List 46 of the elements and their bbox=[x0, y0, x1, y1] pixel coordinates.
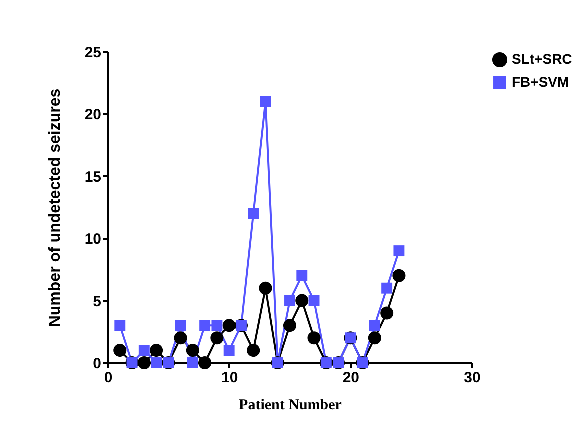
y-tick-label: 5 bbox=[93, 293, 102, 310]
y-tick-label: 10 bbox=[84, 231, 102, 248]
point bbox=[283, 319, 297, 332]
point bbox=[296, 270, 308, 282]
point bbox=[198, 356, 212, 370]
point bbox=[222, 319, 236, 332]
point bbox=[247, 344, 260, 358]
point bbox=[150, 344, 164, 358]
point bbox=[296, 294, 309, 308]
y-tick-label: 0 bbox=[93, 356, 102, 372]
point bbox=[114, 320, 126, 332]
legend-label: FB+SVM bbox=[512, 74, 570, 90]
point bbox=[260, 96, 272, 108]
point bbox=[392, 269, 406, 282]
point bbox=[151, 358, 162, 368]
point bbox=[394, 246, 405, 257]
y-tick-label: 25 bbox=[84, 44, 102, 62]
point bbox=[308, 332, 321, 345]
point bbox=[174, 332, 188, 345]
point bbox=[114, 344, 127, 358]
point bbox=[138, 345, 150, 356]
x-tick-label: 20 bbox=[342, 370, 360, 386]
point bbox=[186, 344, 200, 358]
y-tick-label: 20 bbox=[84, 106, 102, 124]
legend-label: SLt+SRC bbox=[512, 51, 572, 67]
point bbox=[210, 332, 224, 345]
x-tick-label: 10 bbox=[221, 370, 238, 386]
point bbox=[369, 320, 380, 332]
point bbox=[380, 306, 394, 320]
x-tick-label: 0 bbox=[104, 370, 113, 386]
y-tick-label: 15 bbox=[84, 168, 102, 186]
x-axis-title: Patient Number bbox=[239, 398, 342, 414]
y-axis-title: Number of undetected seizures bbox=[46, 88, 64, 328]
point bbox=[224, 345, 235, 356]
point bbox=[259, 282, 272, 295]
point bbox=[200, 320, 211, 332]
point bbox=[248, 208, 260, 220]
point bbox=[368, 332, 382, 345]
point bbox=[284, 295, 296, 306]
point bbox=[175, 320, 186, 332]
point bbox=[308, 295, 320, 306]
point bbox=[382, 282, 393, 294]
point bbox=[138, 356, 151, 370]
point bbox=[212, 320, 223, 332]
x-tick-label: 30 bbox=[464, 370, 481, 386]
point bbox=[187, 358, 198, 368]
